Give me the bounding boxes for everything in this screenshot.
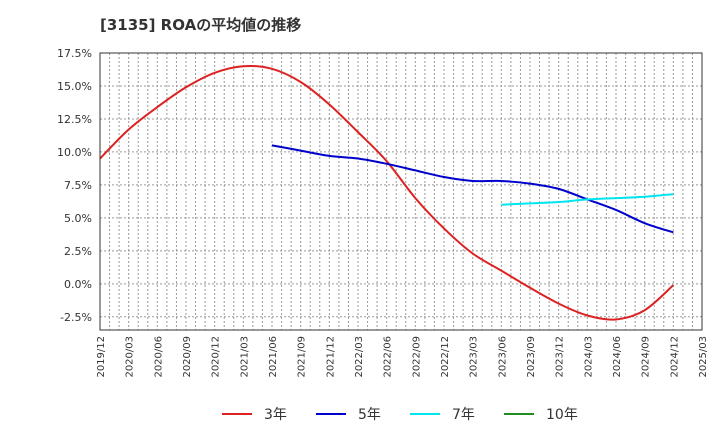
y-axis-ticks: 17.5% 15.0% 12.5% 10.0% 7.5% 5.0% 2.5% 0.0% -2.5… xyxy=(57,47,92,324)
plot-frame xyxy=(99,52,703,331)
y-tick-label: 2.5% xyxy=(64,245,92,258)
legend-label: 7年 xyxy=(452,407,475,423)
y-tick-label: 12.5% xyxy=(57,113,92,126)
x-tick-label: 2019/12 xyxy=(96,336,107,378)
series-line-3年 xyxy=(99,64,674,321)
series-lines xyxy=(99,64,674,321)
x-axis-ticks: 2019/12 2020/03 2020/06 2020/09 2020/12 2021/… xyxy=(96,336,709,378)
chart-title: [3135] ROAの平均値の推移 xyxy=(100,16,302,34)
x-tick-label: 2022/06 xyxy=(383,336,394,378)
x-tick-label: 2021/03 xyxy=(239,336,250,378)
grid xyxy=(100,52,702,330)
x-tick-label: 2021/09 xyxy=(297,336,308,378)
series-line-5年 xyxy=(271,144,674,234)
x-tick-label: 2023/03 xyxy=(469,336,480,378)
series-line-7年 xyxy=(501,193,674,206)
x-tick-label: 2024/03 xyxy=(583,336,594,378)
x-tick-label: 2023/12 xyxy=(555,336,566,378)
legend-label: 3年 xyxy=(264,407,287,423)
y-tick-label: 17.5% xyxy=(57,47,92,60)
x-tick-label: 2020/03 xyxy=(125,336,136,378)
x-tick-label: 2020/09 xyxy=(182,336,193,378)
x-tick-label: 2025/03 xyxy=(698,336,709,378)
x-tick-label: 2020/06 xyxy=(153,336,164,378)
y-tick-label: 15.0% xyxy=(57,80,92,93)
x-tick-label: 2020/12 xyxy=(211,336,222,378)
x-tick-label: 2022/09 xyxy=(411,336,422,378)
x-tick-label: 2021/06 xyxy=(268,336,279,378)
legend: 3年 5年 7年 10年 xyxy=(222,407,578,423)
y-tick-label: 0.0% xyxy=(64,278,92,291)
y-tick-label: 10.0% xyxy=(57,146,92,159)
x-tick-label: 2024/09 xyxy=(641,336,652,378)
y-tick-label: 7.5% xyxy=(64,179,92,192)
y-tick-label: 5.0% xyxy=(64,212,92,225)
x-tick-label: 2023/09 xyxy=(526,336,537,378)
x-tick-label: 2024/12 xyxy=(669,336,680,378)
y-tick-label: -2.5% xyxy=(60,311,92,324)
x-tick-label: 2023/06 xyxy=(497,336,508,378)
legend-label: 5年 xyxy=(358,407,381,423)
x-tick-label: 2022/03 xyxy=(354,336,365,378)
legend-label: 10年 xyxy=(546,407,578,423)
x-tick-label: 2024/06 xyxy=(612,336,623,378)
x-tick-label: 2022/12 xyxy=(440,336,451,378)
x-tick-label: 2021/12 xyxy=(325,336,336,378)
